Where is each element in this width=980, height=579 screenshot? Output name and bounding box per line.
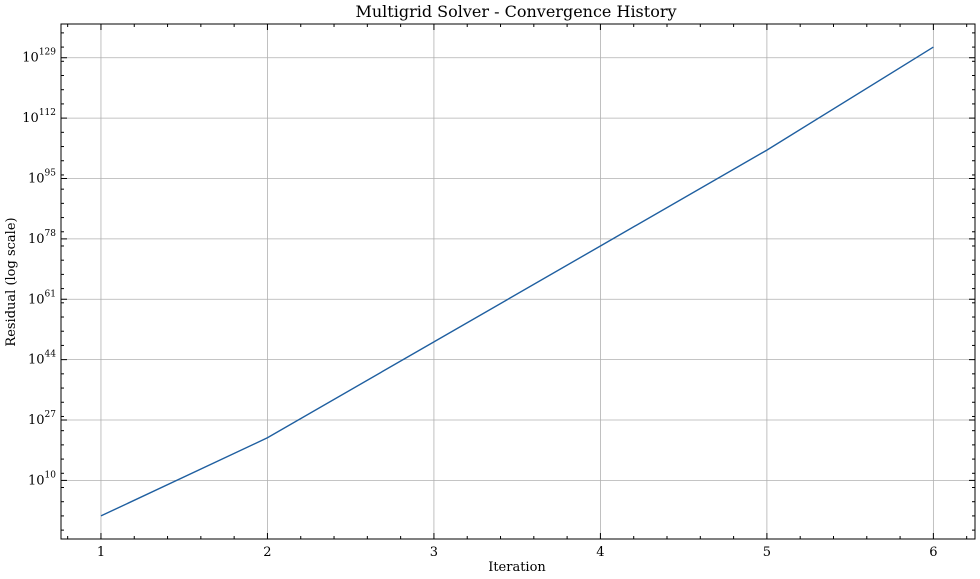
y-tick-label: 1078 [28,229,56,247]
x-tick-label: 3 [430,545,438,560]
x-tick-label: 4 [596,545,604,560]
series-line [100,46,934,517]
x-axis-label: Iteration [488,560,546,575]
x-tick-label: 6 [929,545,937,560]
y-ticks: 1010 1027 1044 1061 1078 1095 10112 10129 [22,32,975,531]
y-tick-label: 1010 [28,470,56,488]
x-tick-label: 2 [263,545,271,560]
x-tick-label: 5 [763,545,771,560]
x-tick-label: 1 [97,545,105,560]
chart-title: Multigrid Solver - Convergence History [355,2,676,21]
y-tick-label: 1027 [28,410,56,428]
y-tick-label: 10112 [22,108,56,126]
data-series [100,46,934,517]
y-tick-label: 1061 [28,289,56,307]
x-ticks: 1 2 3 4 5 6 [67,24,968,560]
y-tick-label: 10129 [22,48,56,66]
y-axis-label: Residual (log scale) [4,217,19,346]
plot-frame [60,23,976,540]
y-tick-label: 1095 [28,169,56,187]
grid-lines [61,24,975,539]
y-tick-label: 1044 [28,350,56,368]
